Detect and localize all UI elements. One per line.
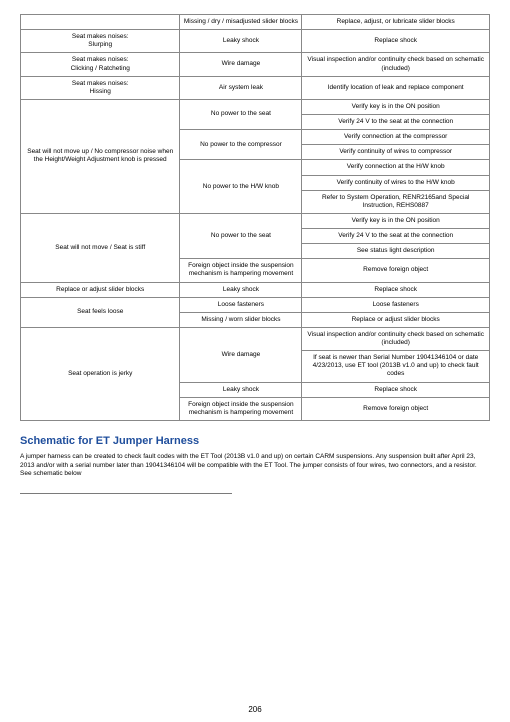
cell-cause: Leaky shock [180,30,302,53]
divider [20,493,232,494]
cell-cause: No power to the H/W knob [180,160,302,214]
remedy-line: Verify continuity of wires to compressor [302,144,489,159]
cell-cause: Wire damage [180,327,302,382]
cell-remedy: Loose fasteners [302,297,490,312]
cell-symptom: Replace or adjust slider blocks [21,282,180,297]
cell-symptom: Seat will not move / Seat is stiff [21,213,180,282]
table-row: Seat will not move / Seat is stiffNo pow… [21,213,490,258]
table-row: Seat will not move up / No compressor no… [21,99,490,129]
table-row: Seat makes noises:Clicking / RatchetingW… [21,53,490,76]
cell-symptom: Seat makes noises:Slurping [21,30,180,53]
cell-cause: No power to the seat [180,99,302,129]
cell-symptom: Seat will not move up / No compressor no… [21,99,180,213]
remedy-line: Verify key is in the ON position [302,214,489,228]
table-row: Seat makes noises:HissingAir system leak… [21,76,490,99]
table-row: Missing / dry / misadjusted slider block… [21,15,490,30]
cell-cause: No power to the compressor [180,130,302,160]
section-title: Schematic for ET Jumper Harness [20,435,490,447]
cell-symptom [21,15,180,30]
remedy-line: Verify 24 V to the seat at the connectio… [302,228,489,243]
cell-cause: Missing / worn slider blocks [180,312,302,327]
remedy-line: Verify connection at the compressor [302,130,489,144]
cell-symptom: Seat feels loose [21,297,180,327]
cell-cause: Foreign object inside the suspension mec… [180,397,302,420]
remedy-line: See status light description [302,243,489,258]
cell-cause: Leaky shock [180,382,302,397]
remedy-line: Visual inspection and/or continuity chec… [302,328,489,350]
cell-cause: No power to the seat [180,213,302,258]
page-number: 206 [0,705,510,714]
cell-cause: Foreign object inside the suspension mec… [180,259,302,282]
cell-symptom: Seat makes noises:Clicking / Ratcheting [21,53,180,76]
cell-cause: Air system leak [180,76,302,99]
cell-remedy: Replace, adjust, or lubricate slider blo… [302,15,490,30]
cell-remedy: Visual inspection and/or continuity chec… [302,53,490,76]
remedy-line: Verify key is in the ON position [302,100,489,114]
cell-remedy: Verify connection at the compressorVerif… [302,130,490,160]
cell-remedy: Replace shock [302,382,490,397]
cell-cause: Wire damage [180,53,302,76]
table-row: Replace or adjust slider blocksLeaky sho… [21,282,490,297]
cell-remedy: Remove foreign object [302,397,490,420]
cell-remedy: Verify connection at the H/W knobVerify … [302,160,490,214]
cell-remedy: Replace shock [302,30,490,53]
cell-cause: Leaky shock [180,282,302,297]
cell-remedy: Verify key is in the ON positionVerify 2… [302,213,490,258]
table-row: Seat feels looseLoose fastenersLoose fas… [21,297,490,312]
cell-cause: Loose fasteners [180,297,302,312]
cell-remedy: Verify key is in the ON positionVerify 2… [302,99,490,129]
cell-symptom: Seat makes noises:Hissing [21,76,180,99]
table-row: Seat operation is jerkyWire damageVisual… [21,327,490,382]
cell-symptom: Seat operation is jerky [21,327,180,420]
troubleshooting-table: Missing / dry / misadjusted slider block… [20,14,490,421]
page: Missing / dry / misadjusted slider block… [0,0,510,722]
remedy-line: Verify connection at the H/W knob [302,160,489,174]
cell-remedy: Remove foreign object [302,259,490,282]
cell-remedy: Visual inspection and/or continuity chec… [302,327,490,382]
table-row: Seat makes noises:SlurpingLeaky shockRep… [21,30,490,53]
cell-remedy: Identify location of leak and replace co… [302,76,490,99]
remedy-line: If seat is newer than Serial Number 1904… [302,350,489,381]
remedy-line: Refer to System Operation, RENR2165and S… [302,190,489,213]
cell-cause: Missing / dry / misadjusted slider block… [180,15,302,30]
cell-remedy: Replace or adjust slider blocks [302,312,490,327]
section-body: A jumper harness can be created to check… [20,453,490,479]
cell-remedy: Replace shock [302,282,490,297]
remedy-line: Verify continuity of wires to the H/W kn… [302,175,489,190]
remedy-line: Verify 24 V to the seat at the connectio… [302,114,489,129]
